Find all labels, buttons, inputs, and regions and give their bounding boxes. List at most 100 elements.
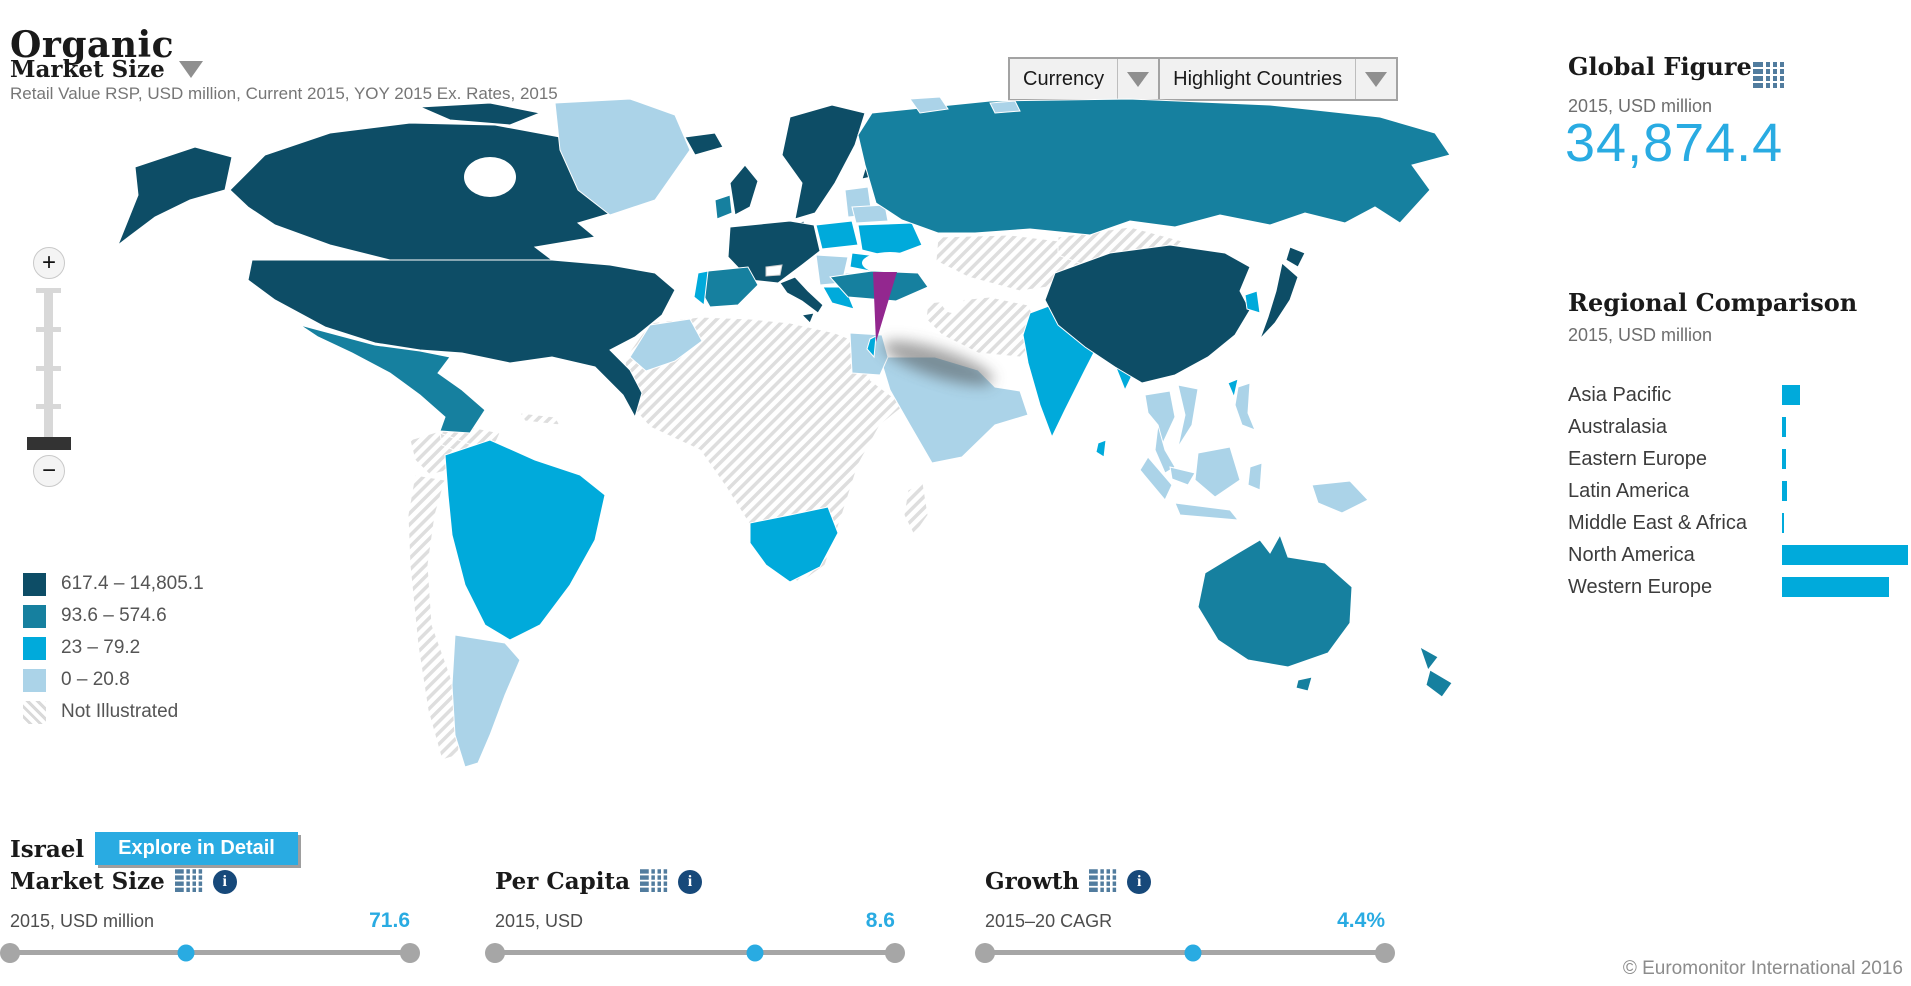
data-table-icon[interactable] [640,869,668,894]
highlight-countries-dropdown[interactable]: Highlight Countries [1158,59,1396,99]
zoom-tick [36,404,61,409]
continent-africa[interactable] [621,316,906,584]
minus-icon: − [41,457,56,484]
growth-slider[interactable] [975,943,1395,963]
slider-min-handle[interactable] [975,943,995,963]
data-table-icon[interactable] [1753,62,1785,90]
island-java[interactable] [1174,502,1240,521]
region-bar [1782,481,1788,501]
slider-current-handle[interactable] [746,944,764,962]
country-switzerland[interactable] [765,264,783,277]
black-sea [862,252,918,274]
country-japan[interactable] [1259,262,1299,340]
slider-current-handle[interactable] [1184,944,1202,962]
zoom-slider-track[interactable] [36,288,61,440]
country-greenland[interactable] [554,98,691,216]
country-mexico[interactable] [299,324,486,434]
country-norway-sweden[interactable] [781,104,866,220]
data-table-icon[interactable] [174,869,203,894]
islands-arctic[interactable] [989,100,1021,114]
highlight-countries-label: Highlight Countries [1173,67,1343,90]
country-morocco[interactable] [629,318,703,372]
info-icon[interactable]: i [212,869,237,894]
region-row: Asia Pacific [1568,384,1911,408]
island-sumatra[interactable] [1139,456,1173,501]
country-iceland[interactable] [684,132,724,156]
slider-min-handle[interactable] [485,943,505,963]
zoom-out-button[interactable]: − [33,455,65,487]
region-bar [1782,385,1801,405]
island-sulawesi[interactable] [1247,462,1263,491]
slider-max-handle[interactable] [400,943,420,963]
metric-value: 4.4% [1337,909,1385,932]
island-hokkaido[interactable] [1285,246,1306,268]
country-australia[interactable] [1197,533,1353,668]
zoom-slider-handle[interactable] [27,437,71,450]
info-icon[interactable]: i [678,869,702,894]
slider-track[interactable] [495,950,895,955]
slider-track[interactable] [10,950,410,955]
country-poland[interactable] [815,220,859,250]
region-label: Australasia [1568,416,1667,438]
country-ukraine[interactable] [857,222,923,258]
country-italy[interactable] [779,276,824,314]
country-cuba[interactable] [519,412,561,426]
zoom-tick [36,327,61,332]
country-spain[interactable] [699,266,759,308]
region-bar [1782,577,1889,597]
country-new-zealand[interactable] [1419,645,1439,672]
country-malaysia[interactable] [1169,466,1196,486]
highlight-countries-arrow[interactable] [1355,59,1396,99]
info-icon[interactable]: i [1127,869,1152,894]
country-taiwan[interactable] [1227,378,1239,399]
map-option-dropdowns: Currency Highlight Countries [1008,57,1399,101]
island-sicily[interactable] [800,312,815,324]
metric-dropdown[interactable]: Market Size [10,56,203,83]
country-philippines[interactable] [1234,382,1256,431]
island-new-guinea[interactable] [1311,480,1369,514]
country-china[interactable] [1044,244,1251,384]
country-portugal[interactable] [693,270,709,306]
country-united-kingdom[interactable] [729,164,759,216]
region-france-germany-central-europe[interactable] [727,220,821,284]
world-map[interactable] [90,95,1560,785]
legend-label: Not Illustrated [61,701,179,722]
islands-svalbard[interactable] [909,96,949,114]
country-south-korea[interactable] [1244,290,1261,314]
market-size-slider[interactable] [0,943,420,963]
country-belarus[interactable] [851,204,889,224]
country-alaska[interactable] [116,146,233,247]
country-ireland[interactable] [714,194,733,220]
slider-max-handle[interactable] [885,943,905,963]
country-vietnam[interactable] [1177,384,1199,448]
country-israel[interactable] [866,335,877,359]
legend-swatch [23,604,46,628]
chevron-down-icon [178,61,203,78]
explore-in-detail-button[interactable]: Explore in Detail [95,832,298,865]
slider-max-handle[interactable] [1375,943,1395,963]
country-madagascar[interactable] [903,482,929,536]
per-capita-slider[interactable] [485,943,905,963]
country-new-zealand-south[interactable] [1425,669,1453,698]
zoom-in-button[interactable]: + [33,247,65,279]
island-tasmania[interactable] [1295,676,1313,692]
currency-dropdown-arrow[interactable] [1117,59,1158,99]
country-argentina[interactable] [451,634,521,768]
israel-highlight-marker[interactable] [873,272,897,342]
country-south-africa[interactable] [749,506,839,583]
market-size-metric: Market Size i 2015, USD million 71.6 [0,868,420,963]
slider-min-handle[interactable] [0,943,20,963]
slider-current-handle[interactable] [177,944,195,962]
country-brazil[interactable] [444,439,606,641]
currency-dropdown[interactable]: Currency [1010,59,1158,99]
region-bar [1782,449,1787,469]
data-table-icon[interactable] [1089,869,1117,894]
island-borneo[interactable] [1194,446,1241,498]
selected-country-name: Israel [10,836,85,863]
canada-arctic-islands[interactable] [419,102,542,126]
country-united-states[interactable] [247,259,676,419]
country-russia[interactable] [857,98,1451,236]
country-sri-lanka[interactable] [1095,439,1107,458]
region-label: Asia Pacific [1568,384,1672,406]
country-egypt[interactable] [849,332,889,376]
